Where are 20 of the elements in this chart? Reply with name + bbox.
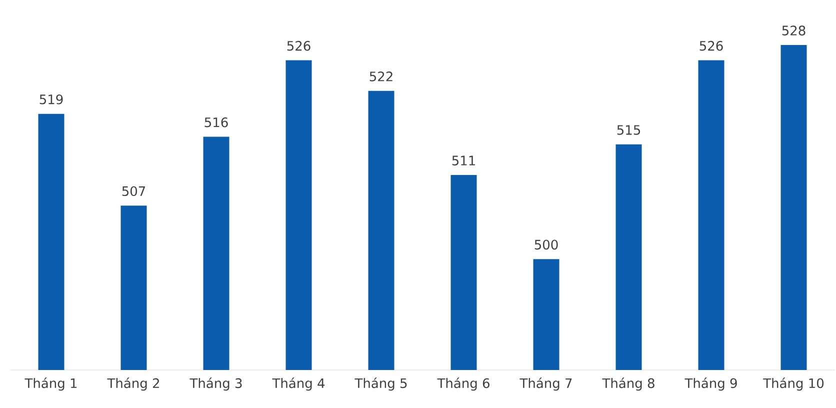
data-label: 500 [534,240,558,250]
x-tick-label: Tháng 4 [272,378,325,391]
data-label: 516 [204,117,228,128]
x-tick-label: Tháng 8 [602,378,654,391]
data-label: 515 [617,125,640,135]
data-label: 519 [40,94,63,104]
x-tick-label: Tháng 9 [684,378,737,391]
data-label: 522 [370,72,392,82]
x-tick-label: Tháng 6 [437,378,490,391]
data-label: 526 [700,40,723,51]
x-tick-label: Tháng 7 [520,378,572,391]
data-label: 511 [452,156,475,166]
x-tick-label: Tháng 3 [190,378,242,391]
x-tick-label: Tháng 1 [24,378,77,391]
x-tick-label: Tháng 10 [763,378,824,391]
data-label: 526 [287,40,310,51]
x-tick-label: Tháng 5 [354,378,407,391]
data-label: 528 [782,26,806,36]
x-tick-label: Tháng 2 [107,378,159,391]
data-label: 507 [122,186,146,196]
